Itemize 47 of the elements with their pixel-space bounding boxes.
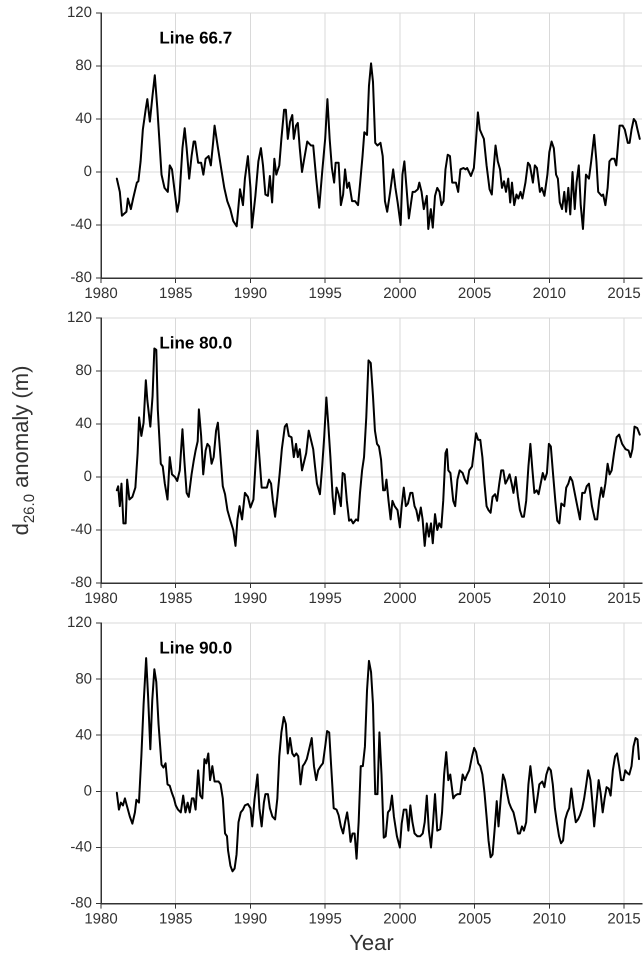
x-tick-label: 2015 xyxy=(607,285,641,302)
x-tick-label: 1995 xyxy=(308,285,342,302)
y-tick-label: 40 xyxy=(75,415,92,432)
y-tick-label: 40 xyxy=(75,726,92,744)
x-tick-label: 2010 xyxy=(532,910,566,928)
x-tick-label: 2000 xyxy=(383,910,417,928)
y-tick-label: -40 xyxy=(70,216,92,234)
x-tick-label: 1985 xyxy=(159,910,192,928)
y-tick-label: 80 xyxy=(75,57,92,74)
y-tick-label: 0 xyxy=(84,782,92,800)
x-tick-label: 2005 xyxy=(458,590,492,608)
x-tick-label: 1995 xyxy=(308,910,342,928)
x-tick-label: 2005 xyxy=(458,285,492,302)
y-axis-title: d26.0 anomaly (m) xyxy=(8,366,38,536)
x-tick-label: 1990 xyxy=(234,590,268,608)
x-axis-title: Year xyxy=(349,930,394,955)
x-tick-label: 2000 xyxy=(383,590,417,608)
y-tick-label: 120 xyxy=(66,4,92,22)
y-tick-label: -80 xyxy=(70,894,92,912)
x-tick-label: 1990 xyxy=(234,910,268,928)
text: Line 80.0 xyxy=(159,334,232,353)
y-tick-label: -40 xyxy=(70,838,92,856)
x-tick-label: 2000 xyxy=(383,285,417,302)
y-tick-label: 0 xyxy=(84,163,92,180)
x-tick-label: 1985 xyxy=(159,590,192,608)
y-tick-label: 0 xyxy=(84,468,92,486)
text: Line 66.7 xyxy=(159,28,232,48)
x-tick-label: 2015 xyxy=(607,910,641,928)
x-tick-label: 1980 xyxy=(84,285,118,302)
x-tick-label: 2005 xyxy=(458,910,492,928)
x-tick-label: 1995 xyxy=(308,590,342,608)
x-tick-label: 2015 xyxy=(607,590,641,608)
x-tick-label: 2010 xyxy=(532,285,566,302)
y-tick-label: -40 xyxy=(70,521,92,538)
x-tick-label: 2010 xyxy=(532,590,566,608)
x-tick-label: 1980 xyxy=(84,910,118,928)
x-tick-label: 1980 xyxy=(84,590,118,608)
y-tick-label: -80 xyxy=(70,574,92,592)
y-tick-label: 120 xyxy=(66,309,92,326)
x-tick-label: 1990 xyxy=(234,285,268,302)
y-tick-label: 80 xyxy=(75,362,92,380)
y-tick-label: -80 xyxy=(70,269,92,286)
y-tick-label: 80 xyxy=(75,670,92,688)
text: Line 90.0 xyxy=(159,638,232,658)
y-tick-label: 40 xyxy=(75,110,92,128)
x-tick-label: 1985 xyxy=(159,285,192,302)
y-tick-label: 120 xyxy=(66,614,92,632)
